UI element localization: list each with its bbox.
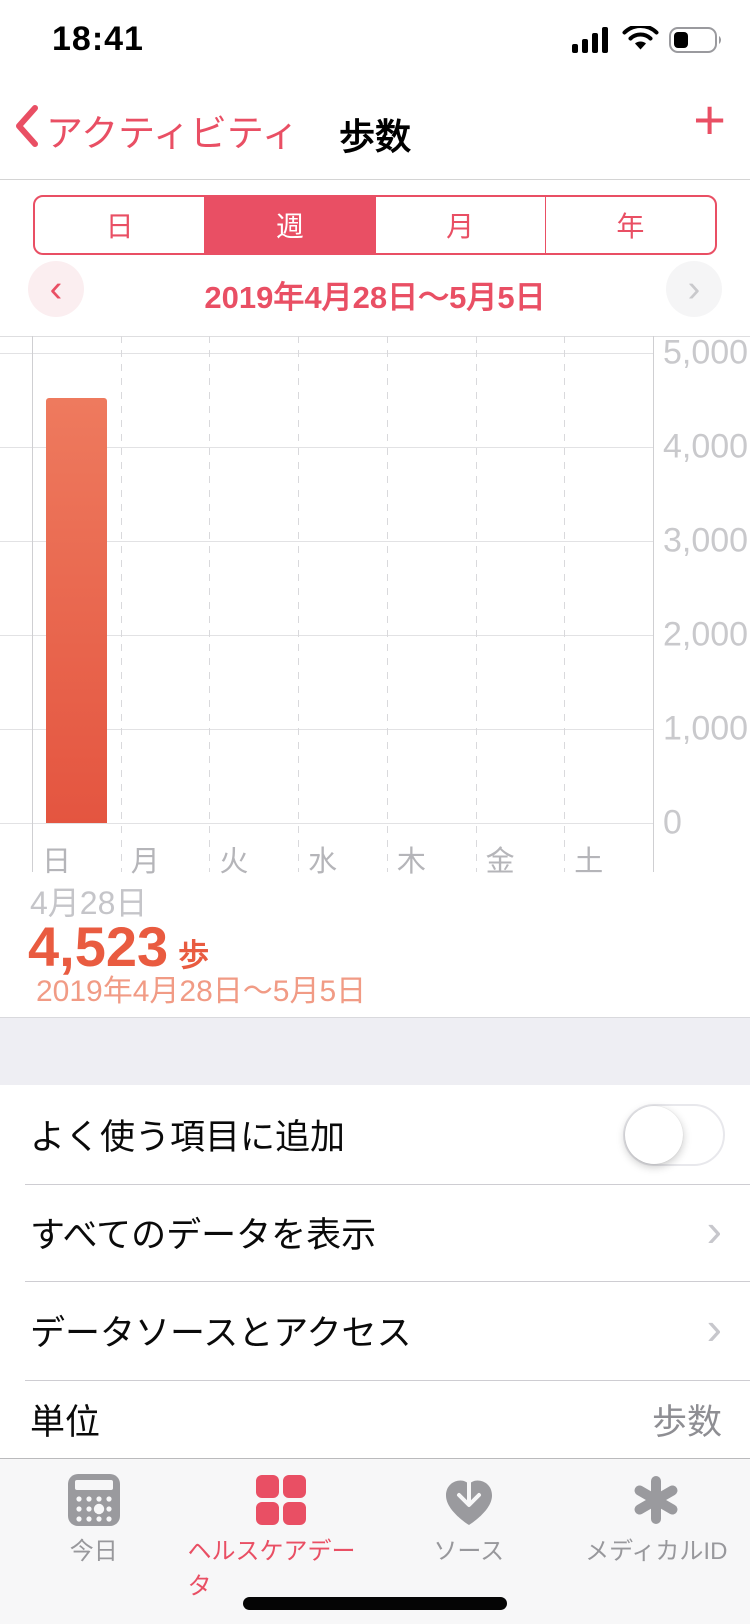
gridline-y [0,823,653,824]
status-bar-icons [572,24,724,58]
tab-sources[interactable]: ソース [375,1459,563,1624]
medical-id-icon [629,1471,683,1529]
today-icon [66,1471,122,1529]
wifi-icon [622,24,659,58]
back-button-label: アクティビティ [46,113,299,154]
row-label: データソースとアクセス [30,1314,412,1353]
chart-boundary-line [653,336,654,872]
toggle-knob [625,1105,683,1164]
status-bar-time: 18:41 [52,20,144,58]
x-axis-tick-label: 火 [219,846,249,878]
segment-month[interactable]: 月 [374,197,545,253]
gridline-x [475,336,477,872]
tab-label: 今日 [69,1538,118,1565]
row-data-sources-access[interactable]: データソースとアクセス › [0,1282,750,1379]
chevron-right-icon: › [706,1203,722,1256]
sources-icon [440,1471,498,1529]
steps-date-range: 2019年4月28日〜5月5日 [36,975,367,1008]
chevron-left-icon: ‹ [49,268,63,310]
steps-unit: 歩 [178,938,210,973]
gridline-y [0,635,653,636]
y-axis-tick-label: 2,000 [663,615,749,654]
row-divider [25,1380,750,1381]
row-add-to-favorites: よく使う項目に追加 [0,1085,750,1184]
chevron-right-icon: › [706,1301,722,1354]
tab-health-data[interactable]: ヘルスケアデータ [188,1459,376,1624]
gridline-x [386,336,388,872]
y-axis-tick-label: 4,000 [663,427,749,466]
x-axis-tick-label: 土 [574,846,604,878]
x-axis-tick-label: 金 [485,846,515,878]
segment-day[interactable]: 日 [105,211,134,242]
tab-medical-id[interactable]: メディカルID [563,1459,750,1624]
tab-bar: 今日 ヘルスケアデータ ソース メディカルID [0,1458,750,1624]
row-divider [25,1281,750,1282]
row-divider [25,1184,750,1185]
y-axis-tick-label: 0 [663,803,682,842]
gridline-y [0,541,653,542]
gridline-y [0,353,653,354]
next-period-button[interactable]: › [666,261,722,317]
gridline-x [298,336,300,872]
steps-bar-chart: 0 1,000 2,000 3,000 4,000 5,000 日 月 火 水 木 金 土 [0,333,750,878]
y-axis-tick-label: 5,000 [663,333,749,372]
home-indicator[interactable] [243,1597,507,1610]
row-label: よく使う項目に追加 [30,1118,346,1157]
gridline-x [120,336,122,872]
signal-icon [572,26,612,58]
page-title: 歩数 [338,116,411,157]
chart-top-border [0,336,750,337]
segment-week[interactable]: 週 [204,197,375,253]
period-segmented-control: 日 週 月 年 [33,195,717,255]
add-data-button[interactable]: + [693,88,726,151]
x-axis-tick-label: 木 [396,846,426,878]
x-axis-tick-label: 日 [42,846,72,878]
favorites-toggle[interactable] [623,1103,725,1166]
tab-label: メディカルID [585,1538,728,1565]
bar-日[interactable] [46,397,107,823]
segment-year[interactable]: 年 [544,197,715,253]
nav-divider [0,179,750,180]
row-unit[interactable]: 単位 歩数 [0,1381,750,1458]
row-label: すべてのデータを表示 [30,1216,377,1255]
selected-day-label: 4月28日 [30,885,148,921]
unit-value: 歩数 [651,1403,722,1442]
gridline-y [0,447,653,448]
x-axis-tick-label: 月 [130,846,160,878]
tab-today[interactable]: 今日 [0,1459,188,1624]
row-show-all-data[interactable]: すべてのデータを表示 › [0,1185,750,1280]
health-data-icon [254,1471,308,1529]
steps-value: 4,523 歩 [28,914,209,979]
chart-boundary-line [32,336,33,872]
gridline-x [209,336,211,872]
gridline-x [564,336,566,872]
tab-label: ヘルスケアデータ [187,1538,356,1600]
tab-label: ソース [433,1538,505,1565]
chevron-right-icon: › [687,268,701,310]
previous-period-button[interactable]: ‹ [28,261,84,317]
x-axis-tick-label: 水 [308,846,338,878]
back-chevron-icon [16,104,38,156]
y-axis-tick-label: 3,000 [663,521,749,560]
steps-number: 4,523 [28,915,169,978]
battery-icon [669,26,724,58]
back-button[interactable]: アクティビティ [16,103,299,157]
y-axis-tick-label: 1,000 [663,709,749,748]
section-spacer [0,1017,750,1086]
period-label: 2019年4月28日〜5月5日 [204,280,546,315]
row-label: 単位 [30,1403,101,1442]
gridline-y [0,729,653,730]
